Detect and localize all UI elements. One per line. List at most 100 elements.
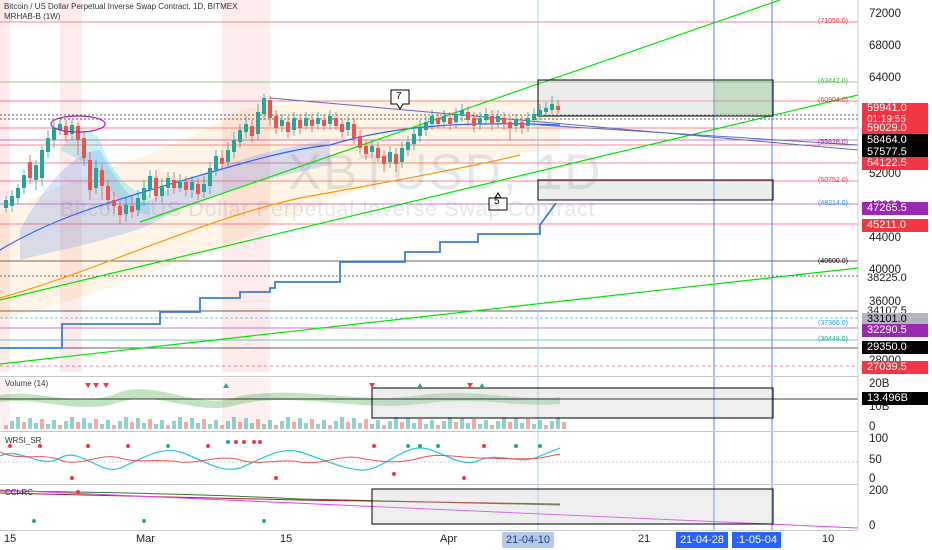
rsi-line — [0, 447, 561, 471]
chart-title[interactable]: Bitcoin / US Dollar Perpetual Inverse Sw… — [4, 2, 238, 11]
volume-bar — [520, 423, 524, 429]
signal-marker — [417, 383, 423, 388]
cci-axis-label: 200 — [869, 485, 889, 497]
volume-bar — [406, 418, 410, 429]
volume-bar — [76, 422, 80, 429]
volume-bar — [16, 417, 20, 429]
candle — [484, 114, 488, 120]
volume-bar — [352, 418, 356, 429]
trend-line — [269, 97, 859, 151]
volume-bar — [130, 422, 134, 429]
signal-dot — [226, 440, 230, 444]
price-axis-label: 72000 — [869, 8, 901, 20]
volume-bar — [358, 423, 362, 429]
candle — [274, 116, 278, 128]
volume-bar — [436, 425, 440, 429]
pane-separator[interactable] — [0, 484, 858, 485]
signal-dot — [406, 444, 410, 448]
candle — [472, 118, 476, 126]
candle — [70, 125, 74, 134]
volume-bar — [508, 422, 512, 429]
volume-bar — [388, 421, 392, 429]
signal-dot — [142, 519, 146, 523]
indicator-label[interactable]: MRHAB-B (1W) — [4, 12, 61, 21]
volume-bar — [232, 417, 236, 429]
price-tag: 58464.0 — [862, 134, 928, 147]
candle — [160, 186, 164, 196]
time-axis-label: 21 — [638, 533, 651, 545]
candle — [310, 120, 314, 126]
candle — [286, 122, 290, 132]
pane-separator[interactable] — [0, 431, 858, 432]
highlight-ellipse — [50, 115, 106, 133]
watermark-name: Bitcoin / US Dollar Perpetual Inverse Sw… — [60, 198, 596, 221]
candle — [64, 126, 68, 135]
volume-label[interactable]: Volume (14) — [5, 379, 49, 388]
projection-box — [371, 387, 774, 419]
candle — [88, 160, 92, 190]
candle — [292, 118, 296, 130]
volume-bar — [202, 419, 206, 429]
volume-bar — [196, 423, 200, 429]
pane-separator[interactable] — [0, 376, 858, 377]
price-tag: 27039.5 — [862, 361, 928, 374]
trend-line — [0, 267, 859, 365]
candle — [148, 176, 152, 190]
volume-bar — [58, 425, 62, 429]
volume-bar — [124, 417, 128, 429]
wrsi-axis-label: 100 — [869, 433, 889, 445]
candle — [538, 110, 542, 116]
volume-bar — [472, 419, 476, 429]
signal-dot — [482, 444, 486, 448]
highlight-region — [0, 0, 10, 372]
candle — [556, 106, 560, 110]
volume-bar — [322, 420, 326, 429]
volume-bar — [550, 421, 554, 429]
signal-dot — [436, 444, 440, 448]
callout-bubble — [488, 192, 508, 211]
price-tag: 33101.0 — [862, 313, 928, 326]
highlight-region — [0, 378, 10, 430]
signal-dot — [234, 440, 238, 444]
price-tag: 45211.0 — [862, 219, 928, 232]
volume-bar — [364, 419, 368, 429]
price-axis-label: 36000 — [869, 296, 901, 308]
wrsi-axis-label: 50 — [869, 454, 882, 466]
signal-dot — [514, 444, 518, 448]
level-label: (63442.0) — [818, 78, 848, 85]
candle — [406, 142, 410, 150]
candle — [280, 120, 284, 126]
volume-bar — [208, 424, 212, 429]
volume-bar — [514, 418, 518, 429]
candle — [496, 116, 500, 122]
signal-marker — [369, 383, 375, 388]
price-tag: 57577.5 — [862, 146, 928, 159]
candle — [448, 118, 452, 124]
candle — [220, 158, 224, 164]
volume-bar — [160, 420, 164, 429]
volume-bar — [496, 421, 500, 429]
projection-zone — [714, 80, 772, 116]
signal-dot — [538, 444, 542, 448]
volume-bar — [562, 422, 566, 429]
candle — [268, 100, 272, 118]
candle — [208, 168, 212, 186]
level-label: (55828.0) — [818, 139, 848, 146]
candle — [550, 104, 554, 110]
price-tag: 29350.0 — [862, 341, 928, 354]
candle — [112, 200, 116, 206]
volume-bar — [382, 425, 386, 429]
envelope-band — [0, 99, 560, 321]
candle — [226, 150, 230, 162]
signal-dot — [70, 476, 74, 480]
level-label: (48214.0) — [818, 200, 848, 207]
candle — [490, 116, 494, 124]
candle — [94, 168, 98, 188]
candle — [52, 128, 56, 140]
candle — [316, 118, 320, 124]
volume-bar — [250, 423, 254, 429]
candle — [262, 98, 266, 114]
cci-label[interactable]: CCI-RC — [5, 488, 33, 497]
wrsi-label[interactable]: WRSI_SR — [5, 436, 42, 445]
